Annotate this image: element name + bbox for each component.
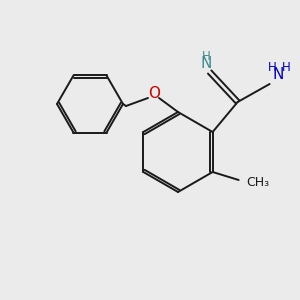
Text: CH₃: CH₃ <box>247 176 270 188</box>
Text: H: H <box>202 50 211 63</box>
Text: N: N <box>273 67 284 82</box>
Text: H: H <box>268 61 277 74</box>
Text: N: N <box>201 56 212 71</box>
Text: O: O <box>148 86 160 101</box>
Text: H: H <box>282 61 291 74</box>
